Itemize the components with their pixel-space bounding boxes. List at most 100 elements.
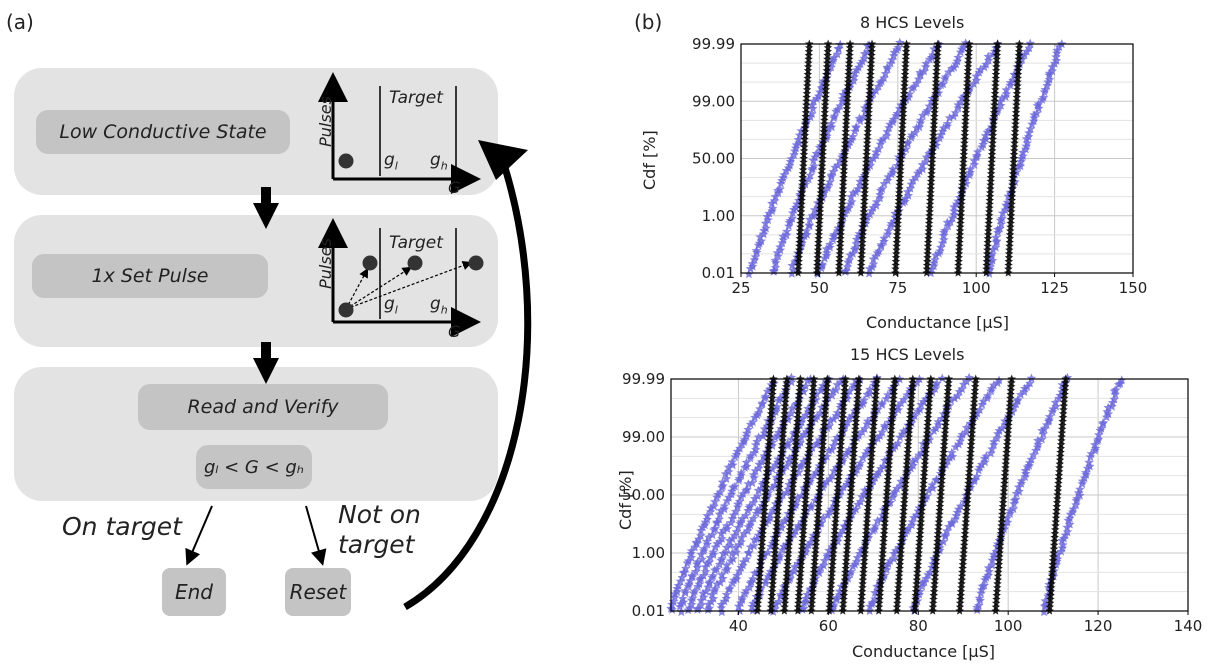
chart2-measured-point — [925, 393, 934, 402]
chart1-measured-point — [816, 199, 825, 208]
chart2-measured-point — [859, 564, 868, 573]
chart2-measured-point — [760, 502, 769, 511]
chart1-measured-point — [1008, 173, 1018, 182]
chart2-measured-point — [801, 490, 811, 499]
chart1-sim-point — [866, 156, 876, 166]
chart2-sim-point — [698, 588, 708, 598]
chart2-measured-point — [942, 409, 951, 418]
chart2-measured-point — [902, 455, 912, 464]
chart1-measured-point — [930, 108, 939, 117]
chart2-sim-point — [725, 583, 735, 593]
chart2-measured-point — [780, 401, 790, 410]
chart2-sim-point — [721, 542, 732, 552]
chart2-measured-point — [896, 548, 905, 557]
chart2-measured-point — [1048, 560, 1058, 569]
chart2-measured-point — [800, 506, 810, 515]
chart2-measured-point — [762, 471, 771, 480]
chart2-measured-point — [967, 428, 977, 437]
chart2-measured-point — [1000, 478, 1009, 487]
chart1-measured-point — [922, 264, 932, 273]
chart2-measured-point — [765, 432, 774, 441]
chart2-sim-point — [857, 492, 867, 502]
chart1-measured-point — [959, 142, 969, 151]
chart2-measured-point — [786, 513, 796, 522]
chart1-sim-point — [791, 140, 802, 150]
chart2-measured-point — [865, 482, 874, 491]
chart1-measured-point — [958, 169, 968, 178]
chart2-measured-point — [1059, 397, 1069, 406]
chart2-sim-point — [773, 431, 784, 441]
chart2-measured-point — [1003, 432, 1012, 441]
chart2-measured-point — [794, 591, 804, 600]
chart2-measured-point — [861, 536, 870, 545]
chart2-measured-point — [807, 405, 816, 414]
chart1-sim-point — [983, 51, 993, 61]
chart2-measured-point — [865, 475, 875, 484]
chart2-measured-point — [970, 386, 980, 395]
chart1-ytick-label-3: 99.00 — [692, 92, 735, 110]
chart2-measured-point — [780, 405, 790, 414]
chart1-sim-point — [882, 62, 892, 72]
chart1-measured-point — [823, 51, 832, 60]
chart2-measured-point — [795, 583, 804, 592]
chart2-measured-point — [820, 409, 830, 418]
chart2-measured-point — [870, 409, 879, 418]
chart1-measured-point — [962, 81, 972, 90]
chart1-measured-point — [802, 89, 812, 98]
chart2-measured-point — [1052, 506, 1061, 515]
chart2-measured-point — [828, 552, 838, 561]
chart2-sim-point — [1065, 519, 1075, 529]
chart1-measured-point — [803, 70, 813, 79]
chart2-measured-level-2 — [780, 374, 805, 615]
chart1-measured-point — [1005, 245, 1014, 254]
chart2-sim-point — [714, 514, 724, 524]
chart2-measured-point — [852, 401, 862, 410]
chart2-sim-point — [702, 510, 712, 520]
chart2-measured-point — [926, 382, 935, 391]
chart2-sim-point — [818, 513, 828, 523]
chart2-measured-point — [768, 390, 777, 399]
chart2-measured-point — [1058, 413, 1068, 422]
chart1-sim-point — [763, 215, 773, 225]
chart2-measured-point — [860, 552, 869, 561]
chart2-measured-point — [797, 544, 807, 553]
chart1-measured-point — [840, 154, 849, 163]
chart1-measured-point — [819, 138, 828, 147]
chart2-sim-point — [705, 552, 716, 562]
chart1-measured-point — [835, 257, 844, 266]
chart1-measured-point — [928, 150, 937, 159]
chart2-measured-point — [913, 564, 922, 573]
chart2-measured-point — [881, 506, 890, 515]
chart1-measured-point — [819, 123, 829, 132]
chart2-sim-point — [722, 564, 733, 574]
chart2-measured-point — [883, 475, 893, 484]
chart1-measured-point — [818, 154, 827, 163]
chart1-sim-point — [1024, 43, 1034, 53]
chart2-measured-point — [1055, 459, 1064, 468]
chart2-measured-point — [930, 583, 939, 592]
chart2-measured-point — [785, 525, 795, 534]
chart2-measured-point — [911, 598, 920, 607]
chart2-measured-point — [794, 401, 803, 410]
chart1-measured-point — [958, 176, 967, 185]
chart2-measured-point — [890, 378, 899, 387]
chart2-measured-point — [944, 378, 953, 387]
chart2-sim-point — [681, 563, 691, 573]
chart2-measured-point — [876, 571, 886, 580]
chart2-measured-point — [765, 428, 774, 437]
chart2-sim-point — [730, 481, 740, 491]
chart2-sim-point — [862, 416, 873, 426]
chart2-measured-point — [898, 513, 908, 522]
chart2-measured-point — [910, 602, 920, 611]
chart2-measured-point — [805, 436, 814, 445]
chart1-measured-point — [991, 77, 1000, 86]
chart1-measured-point — [988, 142, 997, 151]
chart2-measured-point — [767, 587, 777, 596]
chart2-sim-point — [940, 530, 950, 540]
chart1-measured-point — [982, 264, 991, 273]
chart2-sim-point — [1073, 488, 1084, 498]
chart1-sim-point — [822, 248, 832, 258]
chart2-measured-point — [875, 587, 885, 596]
chart2-measured-point — [784, 544, 793, 553]
chart2-sim-point — [678, 597, 689, 607]
